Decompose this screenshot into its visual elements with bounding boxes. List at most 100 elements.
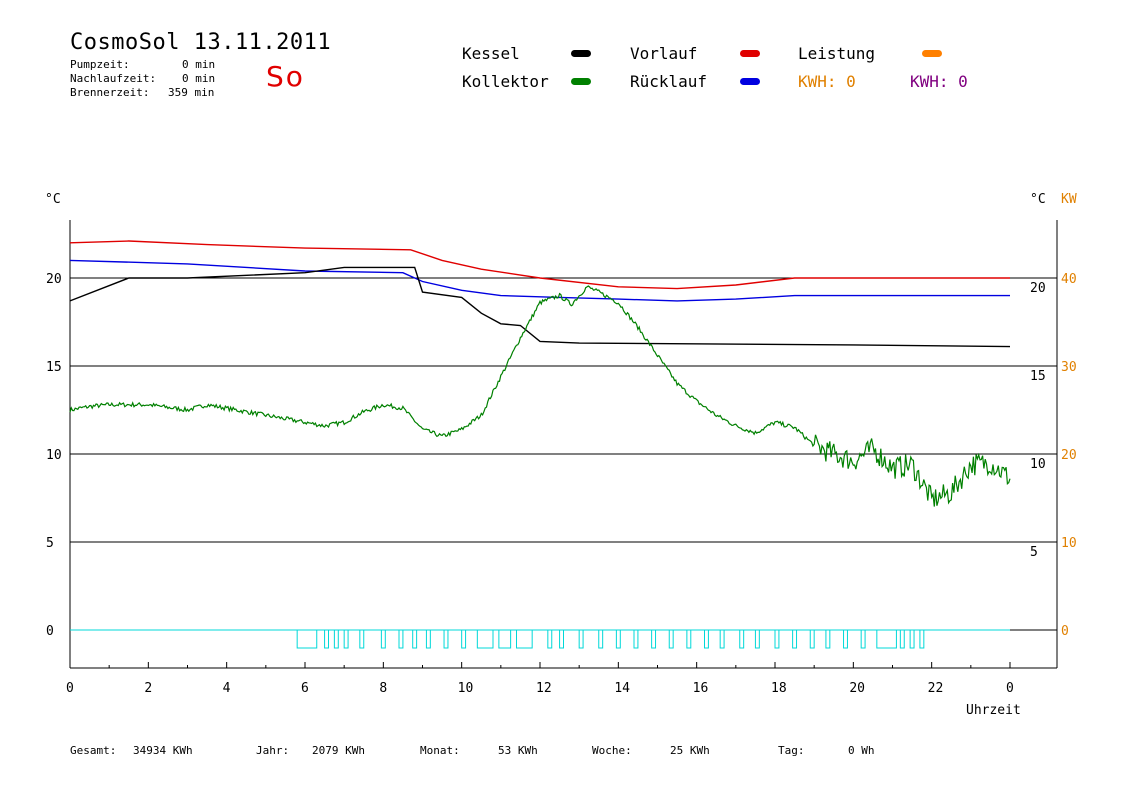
stat-brennerzeit-value: 359 min — [168, 86, 215, 99]
pump-pulse — [919, 630, 925, 649]
y-right-unit: °C — [1030, 192, 1046, 207]
y-left-tick-label: 0 — [46, 624, 54, 639]
pump-pulse — [909, 630, 915, 649]
pump-pulse — [324, 630, 329, 649]
x-tick-label: 4 — [223, 681, 231, 696]
x-tick-label: 6 — [301, 681, 309, 696]
y-right-tick-label: 10 — [1030, 457, 1046, 472]
y-right-tick-label: 15 — [1030, 369, 1046, 384]
legend-kessel-swatch — [571, 50, 591, 57]
pump-pulse — [296, 630, 318, 649]
x-tick-label: 0 — [1006, 681, 1014, 696]
pump-pulse — [668, 630, 674, 649]
pump-pulse — [398, 630, 404, 649]
x-tick-label: 0 — [66, 681, 74, 696]
stat-pumpzeit-value: 0 min — [182, 58, 216, 71]
footer-monat-label: Monat: — [420, 744, 460, 757]
y-kw-unit: KW — [1061, 192, 1077, 207]
footer-jahr-value: 2079 KWh — [312, 744, 365, 757]
pump-pulse — [559, 630, 564, 649]
y-kw-tick-label: 30 — [1061, 360, 1077, 375]
pump-pulse — [498, 630, 512, 649]
pump-pulse — [547, 630, 553, 649]
chart-title: CosmoSol 13.11.2011 — [70, 30, 332, 55]
legend-vorlauf-label: Vorlauf — [630, 44, 698, 63]
pump-pulse — [739, 630, 745, 649]
legend-kwh-orange: KWH: 0 — [798, 72, 856, 91]
legend-leistung-swatch — [922, 50, 942, 57]
footer-tag-value: 0 Wh — [848, 744, 875, 757]
pump-pulse — [809, 630, 815, 649]
pump-pulse — [633, 630, 639, 649]
series-vorlauf — [69, 240, 1010, 290]
pump-pulse — [792, 630, 798, 649]
footer-jahr-label: Jahr: — [256, 744, 290, 757]
weekday-label: So — [266, 60, 305, 93]
legend-kwh-purple: KWH: 0 — [910, 72, 968, 91]
series-kollektor — [69, 285, 1011, 507]
y-kw-tick-label: 20 — [1061, 448, 1077, 463]
pump-pulse — [825, 630, 831, 649]
footer-woche-value: 25 KWh — [670, 744, 710, 757]
y-right-tick-label: 20 — [1030, 281, 1046, 296]
footer-woche-label: Woche: — [592, 744, 632, 757]
legend-ruecklauf-label: Rücklauf — [630, 72, 708, 91]
pump-pulse — [860, 630, 866, 649]
stat-pumpzeit-label: Pumpzeit: — [70, 58, 130, 71]
legend-vorlauf-swatch — [740, 50, 760, 57]
pump-pulse — [425, 630, 431, 649]
series-kessel — [69, 266, 1011, 348]
y-left-tick-label: 10 — [46, 448, 62, 463]
x-tick-label: 2 — [144, 681, 152, 696]
pump-pulse — [754, 630, 760, 649]
x-tick-label: 18 — [771, 681, 787, 696]
pump-pulse — [578, 630, 584, 649]
y-left-tick-label: 5 — [46, 536, 54, 551]
legend-kollektor-swatch — [571, 78, 591, 85]
stat-nachlaufzeit-label: Nachlaufzeit: — [70, 72, 157, 85]
pump-pulse — [359, 630, 365, 649]
legend-leistung-label: Leistung — [798, 44, 876, 63]
y-kw-tick-label: 0 — [1061, 624, 1069, 639]
stat-nachlaufzeit-value: 0 min — [182, 72, 216, 85]
pump-pulse — [704, 630, 709, 649]
x-axis-label: Uhrzeit — [966, 703, 1021, 718]
footer-gesamt-label: Gesamt: — [70, 744, 117, 757]
pump-pulse — [412, 630, 418, 649]
pump-pulse — [774, 630, 780, 649]
stat-brennerzeit-label: Brennerzeit: — [70, 86, 150, 99]
y-kw-tick-label: 40 — [1061, 272, 1077, 287]
x-tick-label: 10 — [458, 681, 474, 696]
x-tick-label: 12 — [536, 681, 552, 696]
y-kw-tick-label: 10 — [1061, 536, 1077, 551]
legend-kessel-label: Kessel — [462, 44, 520, 63]
y-right-tick-label: 5 — [1030, 545, 1038, 560]
pump-pulse — [516, 630, 533, 649]
pump-pulse — [899, 630, 905, 649]
pump-pulse — [461, 630, 467, 649]
pump-pulse — [380, 630, 386, 649]
pump-pulse — [598, 630, 604, 649]
pump-pulse — [651, 630, 657, 649]
pump-pulse — [686, 630, 692, 649]
x-tick-label: 8 — [379, 681, 387, 696]
pump-pulse — [876, 630, 897, 649]
pump-pulse — [843, 630, 848, 649]
x-tick-label: 16 — [693, 681, 709, 696]
pump-pulse — [443, 630, 449, 649]
pump-pulse — [476, 630, 494, 649]
footer-monat-value: 53 KWh — [498, 744, 538, 757]
y-left-tick-label: 20 — [46, 272, 62, 287]
x-tick-label: 22 — [928, 681, 944, 696]
pump-pulse — [333, 630, 339, 649]
pump-pulse — [719, 630, 725, 649]
x-tick-label: 20 — [849, 681, 865, 696]
legend-ruecklauf-swatch — [740, 78, 760, 85]
pump-pulse — [343, 630, 349, 649]
y-left-unit: °C — [45, 192, 61, 207]
y-left-tick-label: 15 — [46, 360, 62, 375]
footer-tag-label: Tag: — [778, 744, 805, 757]
pump-pulse — [615, 630, 621, 649]
legend-kollektor-label: Kollektor — [462, 72, 549, 91]
